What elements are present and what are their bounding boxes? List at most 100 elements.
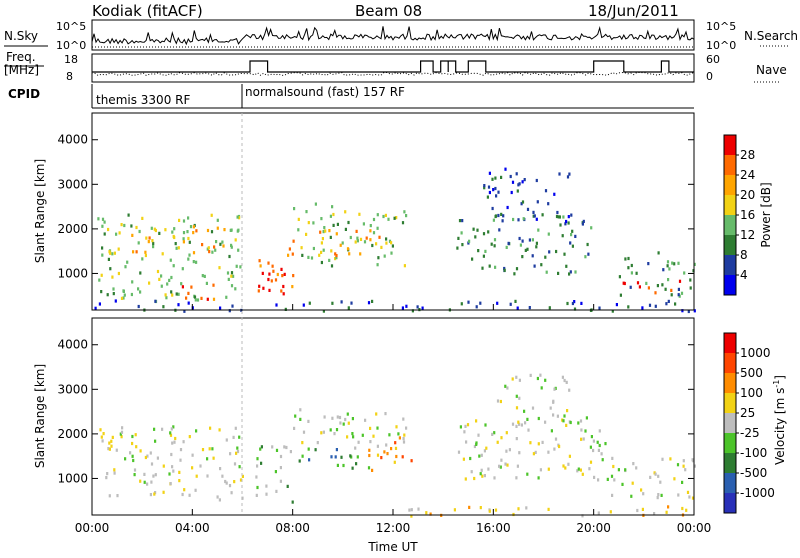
range-cell	[115, 232, 118, 236]
range-cell	[346, 435, 349, 439]
range-cell	[201, 274, 204, 278]
range-cell	[256, 464, 259, 468]
range-cell	[179, 448, 183, 452]
range-cell	[621, 482, 624, 486]
colorbar-tick-label: -25	[740, 426, 760, 440]
range-cell	[579, 419, 583, 423]
range-cell	[103, 232, 106, 236]
range-cell	[260, 445, 263, 449]
range-cell	[544, 189, 548, 193]
colorbar-tick-label: 20	[740, 188, 755, 202]
range-cell	[340, 455, 343, 459]
colorbar-segment	[724, 413, 736, 433]
range-cell	[667, 299, 670, 303]
range-cell	[630, 263, 633, 268]
range-cell	[558, 172, 561, 176]
range-cell	[232, 435, 235, 439]
range-cell	[688, 495, 691, 499]
range-cell	[188, 493, 191, 497]
range-cell	[275, 489, 278, 493]
range-cell	[177, 246, 180, 250]
range-cell	[355, 229, 358, 233]
range-cell	[693, 309, 696, 313]
range-cell	[356, 455, 359, 459]
range-cell	[177, 292, 180, 296]
range-cell	[581, 514, 584, 518]
range-cell	[547, 232, 550, 236]
range-cell	[111, 435, 114, 439]
range-cell	[410, 508, 413, 512]
range-cell	[187, 291, 190, 295]
range-cell	[120, 430, 124, 434]
range-cell	[518, 236, 521, 241]
range-cell	[174, 242, 177, 246]
range-cell	[299, 417, 302, 421]
range-cell	[335, 232, 338, 236]
range-cell	[235, 264, 238, 268]
range-cell	[606, 477, 609, 481]
colorbar-segment	[724, 275, 736, 295]
range-cell	[218, 498, 221, 502]
range-cell	[135, 250, 138, 254]
range-cell	[555, 249, 558, 254]
range-cell	[405, 304, 408, 308]
range-cell	[561, 234, 564, 238]
range-cell	[393, 216, 396, 220]
range-cell	[671, 261, 674, 265]
range-cell	[228, 484, 232, 488]
range-cell	[267, 277, 270, 282]
range-cell	[124, 457, 127, 461]
range-cell	[102, 432, 105, 436]
range-cell	[568, 272, 571, 276]
range-cell	[187, 301, 190, 305]
range-cell	[515, 476, 518, 480]
range-cell	[524, 248, 527, 252]
range-cell	[613, 478, 616, 482]
range-cell	[291, 285, 294, 289]
range-cell	[241, 474, 244, 478]
range-cell	[403, 264, 406, 268]
range-cell	[488, 171, 491, 175]
range-cell	[554, 437, 558, 441]
range-cell	[493, 476, 496, 480]
range-cell	[485, 446, 488, 450]
range-cell	[171, 465, 174, 469]
range-cell	[528, 306, 531, 310]
range-cell	[116, 494, 119, 498]
range-cell	[558, 444, 561, 449]
freq-tick-bottom: 8	[66, 70, 73, 83]
range-cell	[178, 470, 181, 474]
range-cell	[334, 257, 337, 261]
range-cell	[654, 472, 657, 476]
range-cell	[182, 240, 185, 244]
range-cell	[164, 228, 167, 232]
range-cell	[376, 453, 380, 457]
range-cell	[563, 414, 566, 418]
range-cell	[635, 271, 638, 275]
range-cell	[135, 225, 138, 230]
range-cell	[298, 459, 301, 463]
range-cell	[659, 480, 662, 484]
range-cell	[271, 445, 274, 449]
range-cell	[371, 243, 374, 248]
range-cell	[99, 428, 102, 432]
range-cell	[487, 230, 490, 234]
range-cell	[359, 252, 362, 256]
range-cell	[590, 226, 593, 230]
range-cell	[361, 433, 364, 437]
freq-label: Freq.	[6, 50, 36, 64]
range-cell	[460, 231, 463, 235]
range-cell	[584, 429, 587, 433]
range-cell	[98, 302, 101, 306]
range-cell	[225, 295, 228, 299]
range-cell	[279, 466, 282, 470]
range-cell	[670, 288, 673, 292]
range-cell	[390, 447, 393, 451]
range-cell	[511, 180, 515, 184]
range-cell	[673, 477, 676, 481]
range-cell	[408, 508, 411, 512]
range-cell	[517, 507, 520, 511]
y-tick-label: 3000	[57, 382, 88, 396]
range-cell	[126, 260, 129, 264]
x-tick-label: 20:00	[576, 521, 611, 535]
